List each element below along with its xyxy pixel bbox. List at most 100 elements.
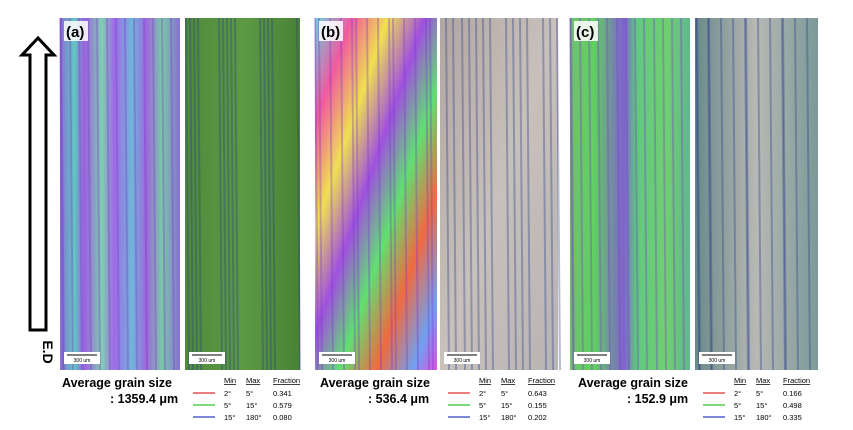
texture-streak [512, 17, 517, 371]
grain-size-label: Average grain size [62, 376, 172, 390]
table-cell: 15° [734, 413, 745, 422]
extrusion-arrow [18, 35, 58, 332]
texture-streak [222, 17, 227, 371]
ebsd-map [60, 18, 180, 370]
table-cell: 5° [224, 401, 231, 410]
table-cell: 180° [501, 413, 517, 422]
texture-streak [625, 17, 630, 371]
panel-label: (c) [576, 24, 594, 41]
table-cell: 180° [756, 413, 772, 422]
texture-streak [505, 17, 510, 371]
texture-streak [526, 17, 531, 371]
texture-streak [634, 17, 639, 371]
texture-streak [340, 17, 345, 371]
texture-streak [616, 17, 621, 371]
table-cell: 15° [501, 401, 512, 410]
table-header: Min [224, 376, 236, 385]
panel-label: (b) [321, 24, 340, 41]
texture-streak [653, 17, 658, 371]
texture-streak [355, 17, 360, 371]
texture-streak [96, 17, 101, 371]
texture-streak [482, 17, 487, 371]
table-cell: 15° [246, 401, 257, 410]
texture-streak [124, 17, 129, 371]
texture-streak [170, 17, 175, 371]
texture-streak [152, 17, 157, 371]
grain-size-value: : 536.4 μm [368, 392, 429, 406]
table-cell: 5° [734, 401, 741, 410]
texture-streak [189, 17, 194, 371]
texture-streak [271, 17, 276, 371]
texture-streak [707, 17, 712, 371]
texture-streak [161, 17, 166, 371]
texture-streak [695, 17, 700, 371]
texture-streak [556, 17, 561, 371]
table-cell: 0.335 [783, 413, 802, 422]
texture-streak [234, 17, 239, 371]
table-header: Fraction [783, 376, 810, 385]
texture-streak [218, 17, 223, 371]
texture-streak [445, 17, 450, 371]
table-cell: 15° [756, 401, 767, 410]
texture-streak [318, 17, 323, 371]
texture-streak [579, 17, 584, 371]
table-cell: 15° [479, 413, 490, 422]
table-header: Min [479, 376, 491, 385]
texture-streak [757, 17, 762, 371]
ebsd-map [315, 18, 437, 370]
scale-bar-label: 300 um [454, 358, 471, 364]
texture-streak [781, 17, 786, 371]
texture-streak [392, 17, 397, 371]
texture-streak [78, 17, 83, 371]
ebsd-map [695, 18, 818, 370]
texture-streak [519, 17, 524, 371]
texture-streak [732, 17, 737, 371]
table-header: Min [734, 376, 746, 385]
grain-size-value: : 152.9 μm [627, 392, 688, 406]
texture-streak [643, 17, 648, 371]
table-cell: 180° [246, 413, 262, 422]
texture-streak [388, 17, 393, 371]
texture-streak [87, 17, 92, 371]
texture-streak [696, 17, 701, 371]
table-cell: 15° [224, 413, 235, 422]
texture-streak [133, 17, 138, 371]
texture-streak [461, 17, 466, 371]
texture-streak [377, 17, 382, 371]
texture-streak [403, 17, 408, 371]
table-cell: 2° [479, 389, 486, 398]
table-header: Max [501, 376, 515, 385]
ebsd-map [185, 18, 300, 370]
panel-label-box [574, 21, 598, 41]
texture-streak [468, 17, 473, 371]
texture-streak [744, 17, 749, 371]
texture-streak [366, 17, 371, 371]
texture-streak [106, 17, 111, 371]
texture-streak [588, 17, 593, 371]
table-header: Fraction [273, 376, 300, 385]
texture-streak [69, 17, 74, 371]
texture-streak [708, 17, 713, 371]
table-header: Fraction [528, 376, 555, 385]
texture-streak [569, 17, 574, 371]
grain-size-label: Average grain size [578, 376, 688, 390]
texture-streak [794, 17, 799, 371]
table-cell: 0.155 [528, 401, 547, 410]
scale-bar-label: 300 um [584, 358, 601, 364]
texture-streak [570, 17, 575, 371]
texture-streak [452, 17, 457, 371]
texture-streak [226, 17, 231, 371]
table-header: Max [756, 376, 770, 385]
table-cell: 0.341 [273, 389, 292, 398]
texture-streak [351, 17, 356, 371]
texture-streak [425, 17, 430, 371]
texture-streak [489, 17, 494, 371]
texture-streak [720, 17, 725, 371]
texture-streak [314, 17, 319, 371]
texture-streak [549, 17, 554, 371]
texture-streak [597, 17, 602, 371]
texture-streak [782, 17, 787, 371]
texture-streak [606, 17, 611, 371]
texture-streak [193, 17, 198, 371]
